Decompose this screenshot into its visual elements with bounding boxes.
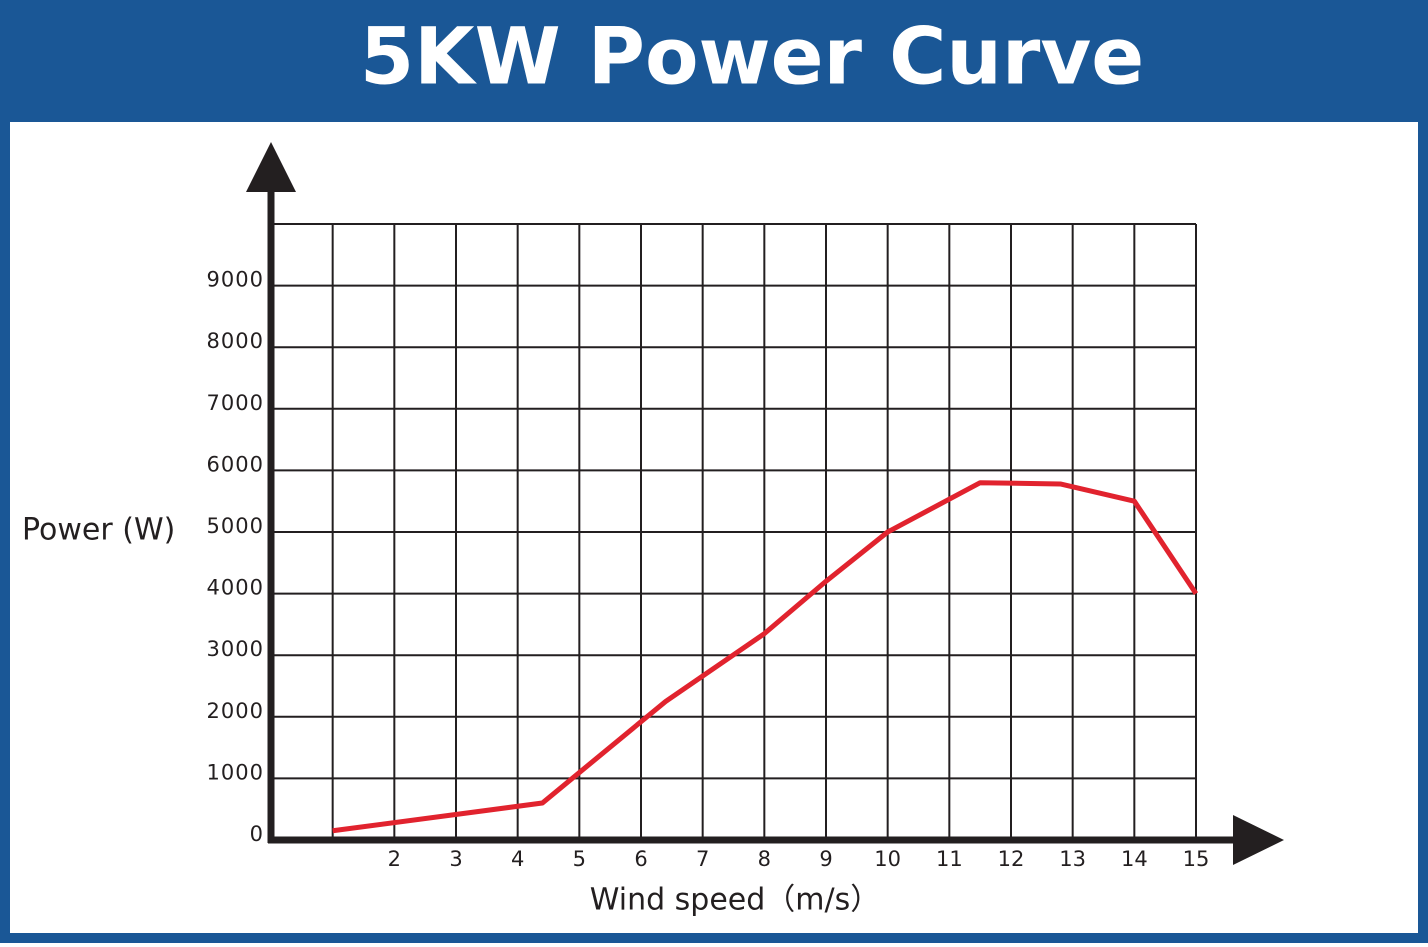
- y-axis-label: Power (W): [22, 513, 175, 548]
- y-tick-label: 2000: [207, 699, 264, 723]
- x-axis-label: Wind speed（m/s）: [590, 883, 881, 918]
- y-tick-label: 0: [250, 822, 264, 846]
- y-tick-label: 7000: [207, 391, 264, 415]
- x-tick-label: 13: [1059, 847, 1086, 871]
- x-tick-label: 15: [1183, 847, 1210, 871]
- y-axis-arrow: [246, 142, 296, 192]
- x-tick-label: 8: [758, 847, 771, 871]
- x-axis-arrow: [1233, 815, 1284, 865]
- x-tick-label: 12: [998, 847, 1025, 871]
- x-tick-label: 14: [1121, 847, 1148, 871]
- y-tick-label: 3000: [207, 637, 264, 661]
- y-tick-label: 1000: [207, 760, 264, 784]
- y-tick-label: 6000: [207, 452, 264, 476]
- y-tick-label: 5000: [207, 514, 264, 538]
- data-line: [332, 480, 1199, 834]
- x-tick-label: 6: [634, 847, 647, 871]
- x-tick-label: 9: [819, 847, 832, 871]
- x-tick-label: 10: [874, 847, 901, 871]
- plot-panel: [10, 122, 1418, 933]
- y-tick-label: 9000: [207, 268, 264, 292]
- y-tick-label: 8000: [207, 329, 264, 353]
- x-tick-label: 5: [573, 847, 586, 871]
- chart-title: 5KW Power Curve: [360, 12, 1144, 102]
- x-tick-label: 11: [936, 847, 963, 871]
- x-tick-label: 4: [511, 847, 524, 871]
- y-tick-label: 4000: [207, 576, 264, 600]
- x-tick-label: 3: [449, 847, 462, 871]
- x-tick-label: 2: [388, 847, 401, 871]
- x-tick-label: 7: [696, 847, 709, 871]
